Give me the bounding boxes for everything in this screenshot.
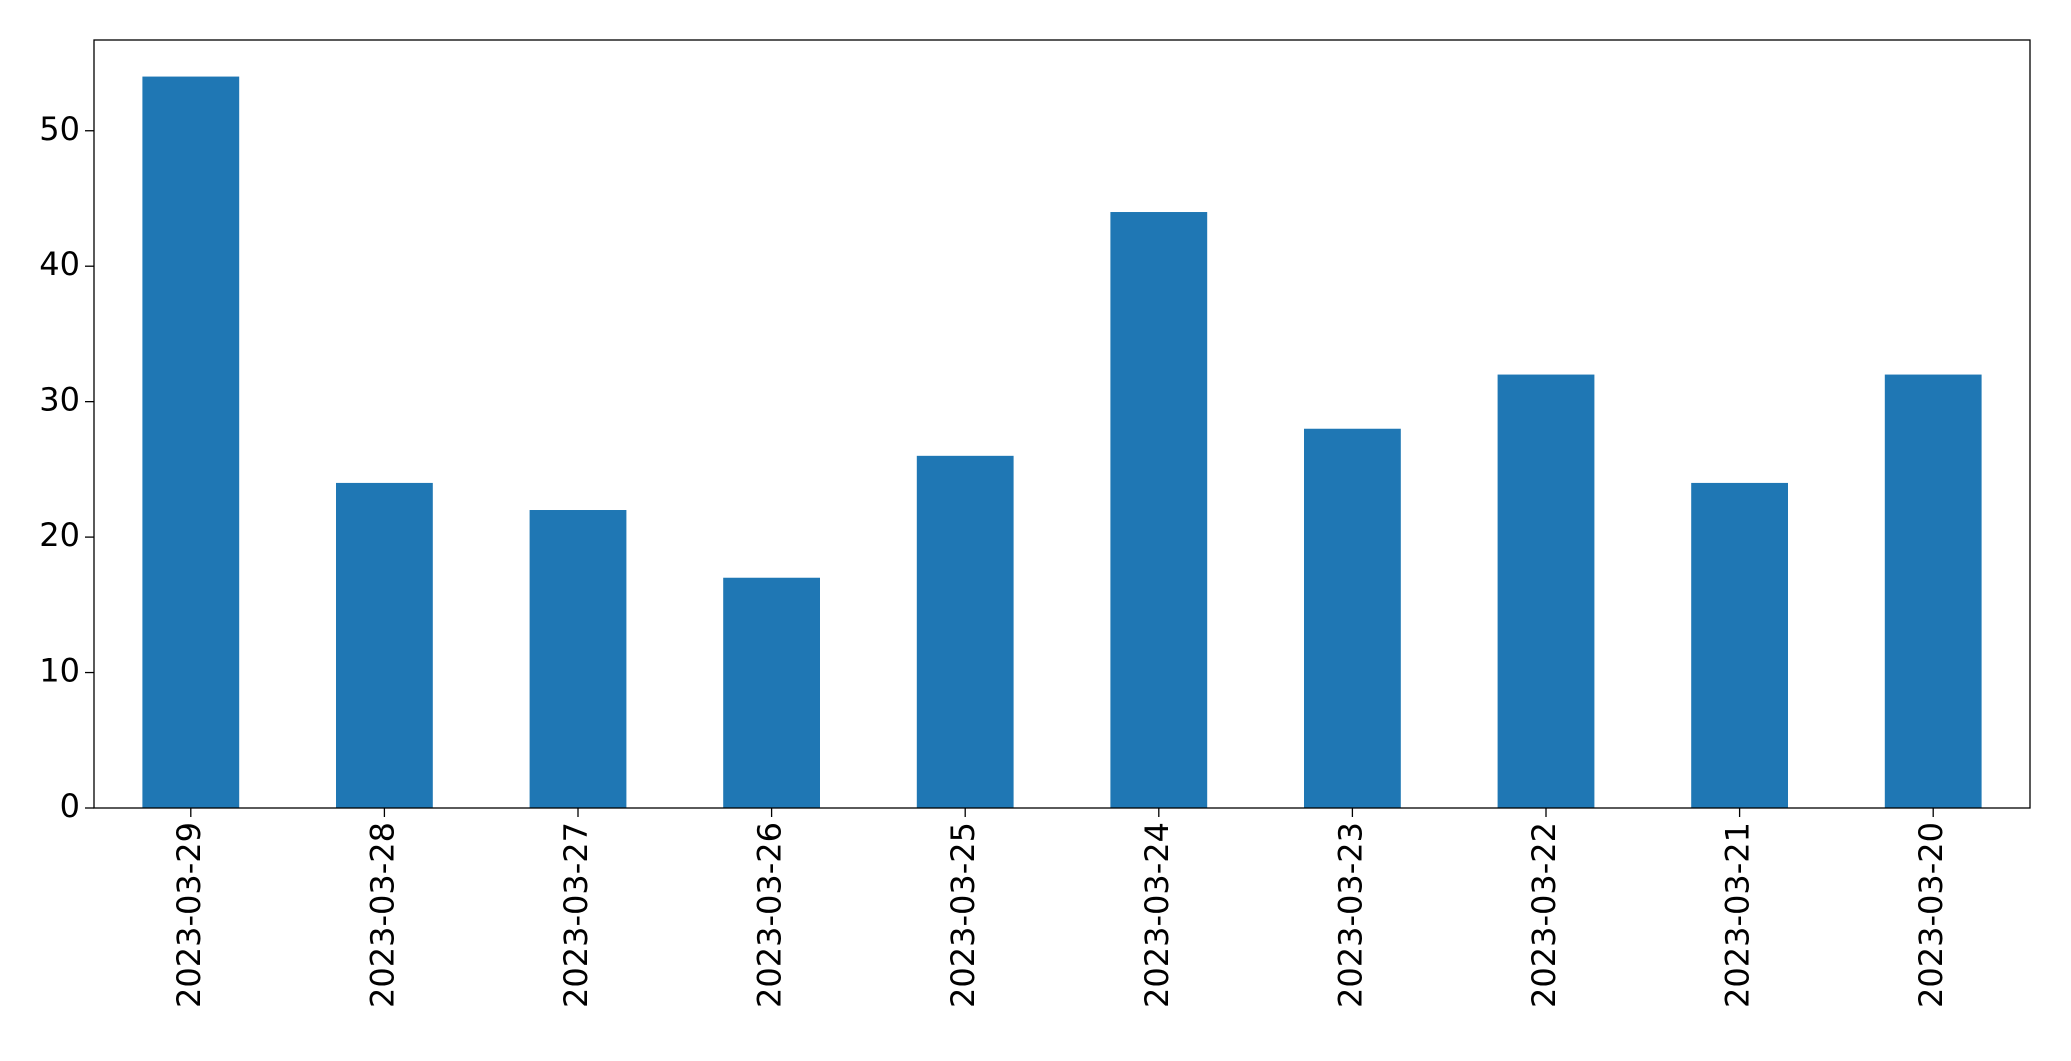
x-tick-label: 2023-03-22 <box>1525 822 1563 1008</box>
bar <box>1497 374 1595 808</box>
x-tick-label: 2023-03-26 <box>751 822 789 1008</box>
bar <box>916 455 1014 808</box>
y-tick-label: 50 <box>39 110 80 148</box>
y-tick-label: 0 <box>60 787 80 825</box>
bar <box>1884 374 1982 808</box>
x-tick-label: 2023-03-21 <box>1719 822 1757 1008</box>
y-tick-label: 20 <box>39 516 80 554</box>
bar <box>336 482 433 808</box>
bar <box>1691 482 1788 808</box>
bar <box>529 510 627 808</box>
y-tick-label: 10 <box>39 652 80 690</box>
axes-frame <box>93 39 2031 809</box>
bar <box>723 577 820 808</box>
bar <box>1110 212 1208 808</box>
bar <box>1304 428 1401 808</box>
bar <box>142 76 240 809</box>
x-tick-label: 2023-03-28 <box>363 822 401 1008</box>
x-tick-label: 2023-03-29 <box>170 822 208 1008</box>
x-tick-label: 2023-03-25 <box>944 822 982 1008</box>
x-tick-label: 2023-03-20 <box>1912 822 1950 1008</box>
x-tick-label: 2023-03-27 <box>557 822 595 1008</box>
y-tick-label: 30 <box>39 381 80 419</box>
x-tick-label: 2023-03-23 <box>1331 822 1369 1008</box>
x-tick-label: 2023-03-24 <box>1138 822 1176 1008</box>
y-tick-label: 40 <box>39 245 80 283</box>
